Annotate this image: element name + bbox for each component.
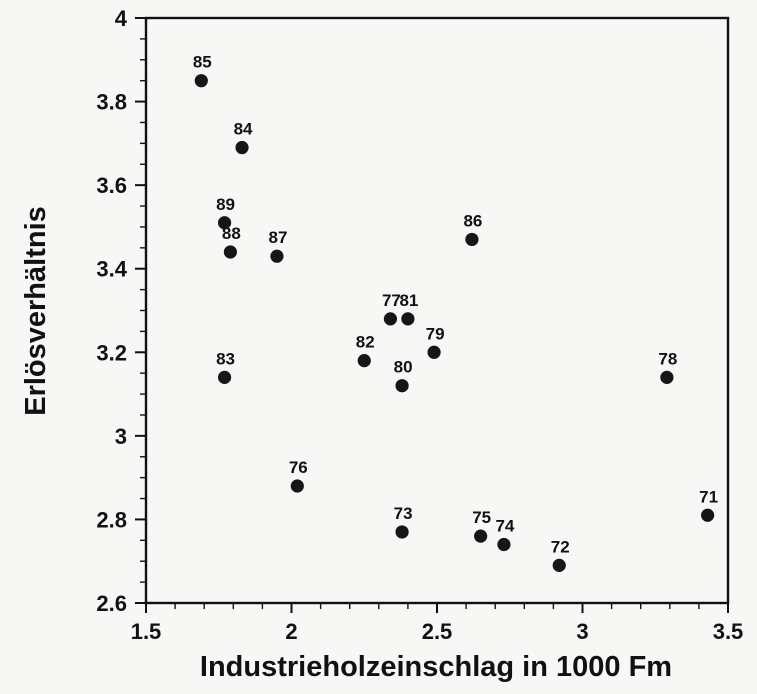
y-tick-label: 3.8 — [96, 90, 127, 115]
data-point — [383, 312, 398, 326]
y-axis-title: Erlösverhältnis — [20, 206, 52, 416]
y-tick-label: 3.4 — [96, 257, 127, 282]
point-label: 84 — [234, 120, 253, 139]
data-point — [660, 370, 674, 384]
data-point — [552, 558, 566, 572]
point-label: 87 — [268, 228, 287, 247]
x-tick-label: 1.5 — [131, 619, 162, 644]
data-point — [701, 508, 715, 522]
y-tick-label: 2.6 — [96, 591, 127, 616]
data-point — [395, 525, 409, 539]
point-label: 78 — [658, 349, 677, 368]
data-point — [194, 74, 208, 88]
data-point — [497, 537, 511, 552]
data-point — [217, 370, 232, 384]
point-label: 81 — [399, 291, 418, 310]
x-tick-label: 2 — [285, 619, 297, 644]
data-point — [223, 245, 237, 259]
point-label: 80 — [394, 358, 413, 377]
point-label: 89 — [216, 195, 235, 214]
point-label: 75 — [472, 508, 491, 527]
data-point — [290, 479, 304, 493]
point-label: 77 — [382, 291, 401, 310]
point-label: 79 — [426, 324, 445, 343]
point-label: 73 — [394, 504, 413, 523]
axes-layer: 1.5 2 2.5 3 3.5 2.6 2.8 3 3.2 3.4 3.6 3.8 4 — [96, 6, 743, 644]
point-label: 83 — [216, 349, 235, 368]
y-tick-label: 3.6 — [96, 173, 127, 198]
y-tick-label: 3 — [115, 424, 127, 449]
data-point — [427, 345, 441, 359]
data-point — [270, 249, 284, 263]
data-point — [465, 232, 479, 247]
data-point — [474, 529, 488, 543]
x-axis-title: Industrieholzeinschlag in 1000 Fm — [200, 651, 672, 683]
x-tick-label: 3 — [576, 619, 588, 644]
y-tick-label: 2.8 — [96, 507, 127, 532]
y-tick-label: 3.2 — [96, 340, 127, 365]
point-label: 82 — [356, 333, 375, 352]
point-label: 76 — [289, 458, 308, 477]
point-label: 85 — [193, 53, 212, 72]
point-label: 71 — [699, 487, 718, 506]
data-point — [217, 216, 232, 230]
data-point — [357, 354, 371, 368]
point-label: 72 — [551, 537, 570, 556]
data-point — [401, 312, 415, 326]
data-point — [395, 379, 409, 393]
data-point — [235, 140, 249, 155]
point-label: 88 — [222, 224, 241, 243]
point-label: 86 — [463, 211, 482, 230]
x-tick-label: 2.5 — [422, 619, 453, 644]
x-tick-label: 3.5 — [713, 619, 744, 644]
point-label: 74 — [495, 517, 514, 536]
y-tick-label: 4 — [115, 6, 128, 31]
